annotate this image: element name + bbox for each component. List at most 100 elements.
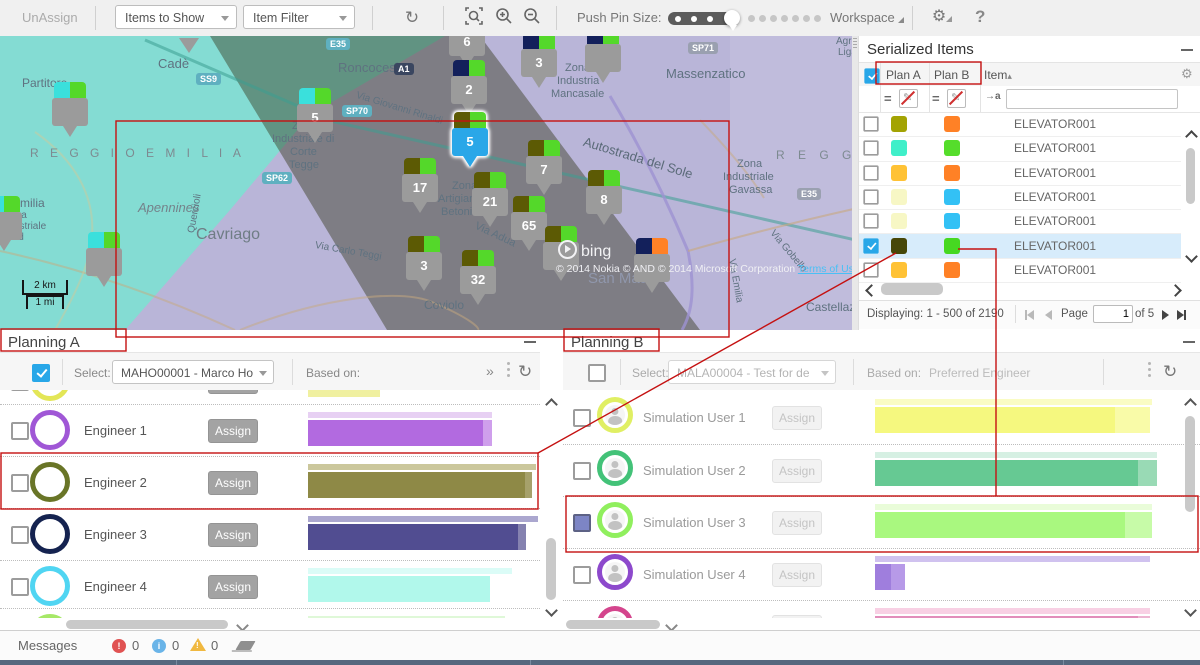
filter-text-mode-icon[interactable]: →a bbox=[985, 91, 1001, 102]
unassign-button[interactable]: UnAssign bbox=[22, 10, 78, 25]
zoom-in-icon[interactable] bbox=[492, 6, 516, 30]
list-item[interactable]: Engineer 3Assign bbox=[0, 508, 540, 561]
list-item[interactable]: Engineer 1Assign bbox=[0, 404, 540, 457]
minimize-panel-button[interactable] bbox=[1183, 341, 1195, 343]
table-row[interactable]: ELEVATOR001 bbox=[859, 209, 1181, 234]
map-pin[interactable] bbox=[585, 36, 623, 90]
vertical-scrollbar-thumb[interactable] bbox=[1186, 148, 1195, 204]
assign-button[interactable]: Assign bbox=[772, 511, 822, 535]
gear-icon[interactable]: ⚙ bbox=[930, 6, 954, 30]
row-checkbox[interactable] bbox=[11, 390, 29, 391]
row-checkbox[interactable] bbox=[573, 409, 591, 427]
assign-button[interactable]: Assign bbox=[208, 523, 258, 547]
list-item[interactable]: Engineer 2Assign bbox=[0, 456, 540, 509]
list-item[interactable]: Simulation User 2Assign bbox=[563, 444, 1200, 497]
row-checkbox[interactable] bbox=[863, 214, 878, 229]
list-item[interactable]: Simulation User 3Assign bbox=[563, 496, 1200, 549]
scroll-down-icon[interactable] bbox=[545, 604, 558, 617]
items-to-show-dropdown[interactable]: Items to Show bbox=[115, 5, 237, 29]
planning-a-checkbox[interactable] bbox=[32, 364, 50, 382]
map-canvas[interactable]: CadèRoncocesiPartitoreVia Giovanni Rinal… bbox=[0, 36, 855, 330]
page-number-input[interactable] bbox=[1093, 305, 1133, 323]
row-checkbox[interactable] bbox=[573, 462, 591, 480]
expand-icon[interactable]: » bbox=[486, 363, 494, 379]
clear-messages-icon[interactable] bbox=[235, 641, 255, 650]
map-pin[interactable]: 3 bbox=[521, 36, 559, 95]
map-pin[interactable] bbox=[0, 196, 24, 258]
row-checkbox[interactable] bbox=[863, 189, 878, 204]
table-row[interactable]: ELEVATOR001 bbox=[859, 185, 1181, 210]
assign-button[interactable]: Assign bbox=[208, 575, 258, 599]
workspace-menu[interactable]: Workspace bbox=[830, 10, 904, 25]
map-pin[interactable] bbox=[168, 38, 206, 100]
refresh-planning-b-icon[interactable]: ↻ bbox=[1163, 360, 1177, 384]
scroll-up-icon[interactable] bbox=[545, 398, 558, 411]
list-item[interactable]: Simulation User 4Assign bbox=[563, 548, 1200, 601]
row-checkbox[interactable] bbox=[863, 262, 878, 277]
map-pin[interactable] bbox=[86, 232, 124, 294]
assign-button[interactable]: Assign bbox=[772, 406, 822, 430]
map-pin[interactable]: 17 bbox=[402, 158, 440, 220]
list-item[interactable]: Assign bbox=[0, 608, 540, 618]
table-row[interactable]: ELEVATOR001 bbox=[859, 161, 1181, 186]
map-pin[interactable]: 7 bbox=[526, 140, 564, 202]
push-pin-size-slider[interactable] bbox=[668, 10, 820, 28]
map-pin[interactable]: 5 bbox=[297, 88, 335, 150]
vertical-scrollbar-thumb[interactable] bbox=[546, 538, 556, 600]
row-checkbox[interactable] bbox=[11, 526, 29, 544]
map-pin[interactable] bbox=[52, 82, 90, 144]
filter-clear-icon-b[interactable] bbox=[947, 89, 966, 108]
list-item[interactable]: Simulation User 5Assign bbox=[563, 600, 1200, 618]
prev-page-icon[interactable] bbox=[1045, 310, 1052, 323]
assign-button[interactable]: Assign bbox=[208, 419, 258, 443]
map-pin[interactable]: 3 bbox=[406, 236, 444, 298]
map-pin[interactable]: 8 bbox=[586, 170, 624, 232]
slider-thumb[interactable] bbox=[724, 10, 740, 26]
help-button[interactable]: ? bbox=[975, 7, 985, 27]
scroll-up-icon[interactable] bbox=[1185, 130, 1198, 143]
row-checkbox[interactable] bbox=[863, 141, 878, 156]
horizontal-scrollbar-thumb[interactable] bbox=[881, 283, 943, 295]
table-row[interactable]: ELEVATOR001 bbox=[859, 258, 1181, 283]
table-row[interactable]: ELEVATOR001 bbox=[859, 112, 1181, 137]
column-item[interactable]: Item▴ bbox=[984, 68, 1012, 82]
assign-button[interactable]: Assign bbox=[772, 615, 822, 618]
assign-button[interactable]: Assign bbox=[772, 563, 822, 587]
refresh-map-icon[interactable]: ↻ bbox=[400, 6, 424, 30]
scroll-left-icon[interactable] bbox=[865, 284, 878, 297]
horizontal-scrollbar-thumb[interactable] bbox=[566, 620, 660, 629]
list-item[interactable]: Simulation User 1Assign bbox=[563, 392, 1200, 444]
planning-b-select[interactable]: MALA00004 - Test for de bbox=[668, 360, 836, 384]
refresh-planning-a-icon[interactable]: ↻ bbox=[518, 360, 532, 384]
map-pin[interactable]: 32 bbox=[460, 250, 498, 312]
scroll-right-icon[interactable] bbox=[1169, 284, 1182, 297]
row-checkbox[interactable] bbox=[863, 238, 878, 253]
vertical-scrollbar-thumb[interactable] bbox=[1185, 416, 1195, 512]
row-checkbox[interactable] bbox=[573, 514, 591, 532]
list-item[interactable]: Engineer 4Assign bbox=[0, 560, 540, 613]
table-row[interactable]: ELEVATOR001 bbox=[859, 136, 1181, 161]
filter-clear-icon-a[interactable] bbox=[899, 89, 918, 108]
grid-settings-gear-icon[interactable]: ⚙ bbox=[1181, 66, 1193, 82]
horizontal-scrollbar-thumb[interactable] bbox=[66, 620, 228, 629]
row-checkbox[interactable] bbox=[11, 422, 29, 440]
terms-of-use-link[interactable]: Terms of Use bbox=[798, 263, 855, 275]
row-checkbox[interactable] bbox=[11, 578, 29, 596]
row-checkbox[interactable] bbox=[863, 116, 878, 131]
item-filter-input[interactable] bbox=[1006, 89, 1178, 109]
planning-a-select[interactable]: MAHO00001 - Marco Ho bbox=[112, 360, 274, 384]
assign-button[interactable]: Assign bbox=[208, 471, 258, 495]
column-plan-a[interactable]: Plan A bbox=[886, 68, 921, 82]
column-plan-b[interactable]: Plan B bbox=[934, 68, 969, 82]
planning-b-checkbox[interactable] bbox=[588, 364, 606, 382]
next-page-icon[interactable] bbox=[1162, 310, 1169, 323]
map-pin[interactable]: 5 bbox=[452, 112, 490, 174]
filter-equals-icon-b[interactable]: = bbox=[932, 91, 940, 106]
map-pin[interactable]: 21 bbox=[472, 172, 510, 234]
zoom-select-icon[interactable] bbox=[462, 6, 486, 30]
row-checkbox[interactable] bbox=[573, 566, 591, 584]
item-filter-dropdown[interactable]: Item Filter bbox=[243, 5, 355, 29]
assign-button[interactable]: Assign bbox=[772, 459, 822, 483]
minimize-panel-button[interactable] bbox=[1181, 49, 1193, 51]
select-all-checkbox[interactable] bbox=[864, 68, 879, 83]
